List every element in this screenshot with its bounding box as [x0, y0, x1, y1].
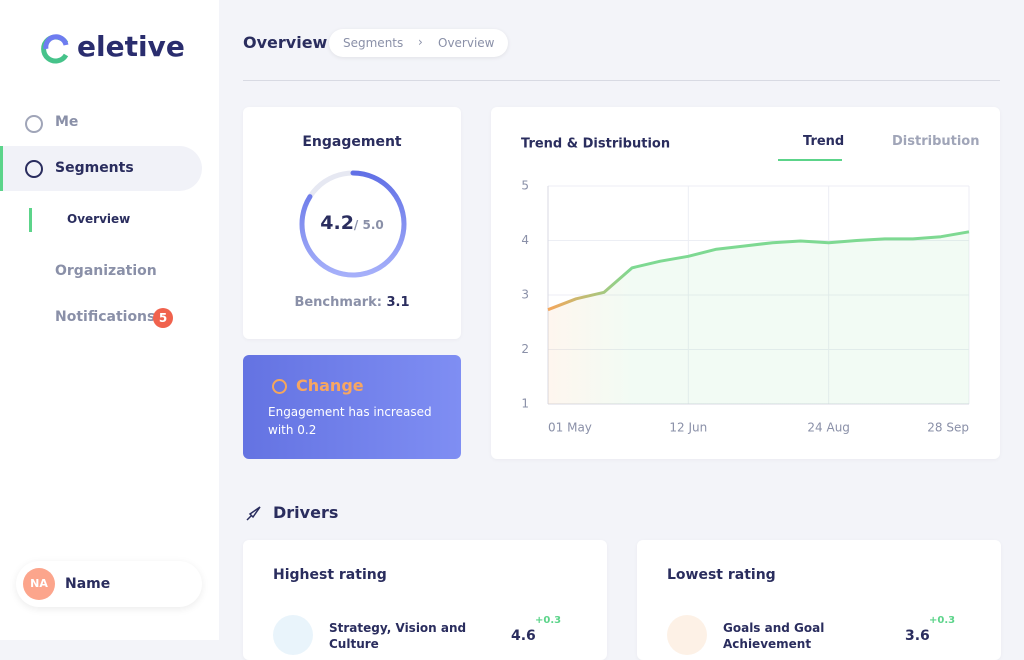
- change-title: Change: [296, 376, 364, 395]
- tab-label: Trend: [803, 134, 845, 149]
- y-tick-label: 2: [521, 342, 529, 356]
- gauge-arc: [299, 170, 407, 278]
- chart: Trend & Distribution 1 2 3 4 5 01 May 12 Jun 24…: [521, 137, 970, 435]
- line: [547, 230, 970, 312]
- nav-item[interactable]: Notifications: [55, 309, 156, 325]
- score: 4.2/ 5.0: [243, 212, 461, 234]
- crumb[interactable]: Overview: [438, 36, 495, 50]
- icon: [25, 115, 43, 133]
- chart-title: Trend & Distribution: [521, 137, 670, 152]
- change-icon: [272, 379, 287, 394]
- driver-score: 3.6: [905, 628, 930, 644]
- tab-underline: [778, 159, 842, 161]
- logo-icon: [41, 34, 69, 64]
- x-tick-label: 28 Sep: [927, 421, 969, 435]
- driver-change: +0.3: [535, 615, 562, 626]
- section-title: Drivers: [273, 503, 339, 522]
- driver-card: Lowest rating Goals and Goal Achievement +…: [637, 540, 1001, 660]
- driver-name: Goals and Goal Achievement: [723, 621, 825, 651]
- engagement-card: Engagement 4.2/ 5.0 Benchmark: 3.1: [243, 107, 461, 339]
- y-tick-label: 3: [521, 288, 529, 302]
- x-tick-label: 12 Jun: [669, 421, 707, 435]
- driver-score: 4.6: [511, 628, 536, 644]
- user-name: Name: [65, 576, 111, 592]
- score-value: 4.2: [320, 212, 354, 234]
- divider: [243, 80, 1000, 81]
- avatar: NA: [23, 568, 55, 600]
- driver-name: Strategy, Vision and Culture: [329, 621, 467, 651]
- change-text: Engagement has increased with 0.2: [268, 405, 432, 437]
- y-tick-label: 5: [521, 179, 529, 193]
- nav-subitem[interactable]: Overview: [67, 212, 131, 226]
- breadcrumb: [329, 29, 508, 57]
- driver-icon: [273, 615, 313, 655]
- driver-card-title: Lowest rating: [667, 567, 776, 583]
- tab[interactable]: Trend: [778, 134, 844, 149]
- nav-item[interactable]: Me: [55, 114, 79, 130]
- sidebar: eletive Me Segments Overview Organizatio…: [0, 0, 219, 640]
- driver-icon: [667, 615, 707, 655]
- trend-card: Trend Distribution Trend & Distribution …: [491, 107, 1000, 459]
- page-title: Overview: [243, 33, 328, 52]
- driver-card: Highest rating Strategy, Vision and Cultu…: [243, 540, 607, 660]
- area: [548, 231, 969, 404]
- x-tick-label: 24 Aug: [807, 421, 850, 435]
- driver-card-title: Highest rating: [273, 567, 387, 583]
- icon: [25, 160, 43, 178]
- tab-label: Distribution: [892, 134, 980, 149]
- nav-item[interactable]: Segments: [55, 160, 134, 176]
- benchmark: Benchmark: 3.1: [243, 295, 461, 310]
- benchmark-label: Benchmark:: [294, 295, 382, 310]
- badge: 5: [153, 308, 173, 328]
- page: eletive Me Segments Overview Organizatio…: [0, 0, 1001, 660]
- driver-change: +0.3: [929, 615, 956, 626]
- gauge: [299, 170, 407, 278]
- y-tick-label: 1: [521, 397, 529, 411]
- benchmark-value: 3.1: [386, 295, 410, 310]
- change-card: Change Engagement has increased with 0.2: [243, 355, 461, 459]
- crumb-sep: ›: [418, 35, 423, 49]
- x-tick-label: 01 May: [548, 421, 592, 435]
- card-title: Engagement: [302, 134, 402, 150]
- logo: eletive: [77, 30, 185, 63]
- nav-item[interactable]: Organization: [55, 263, 157, 279]
- sub-indicator: [29, 208, 32, 232]
- crumb[interactable]: Segments: [343, 36, 404, 50]
- y-tick-label: 4: [521, 233, 529, 247]
- rocket-icon: [246, 506, 261, 521]
- score-max: / 5.0: [353, 218, 384, 232]
- tab[interactable]: Distribution: [892, 134, 979, 149]
